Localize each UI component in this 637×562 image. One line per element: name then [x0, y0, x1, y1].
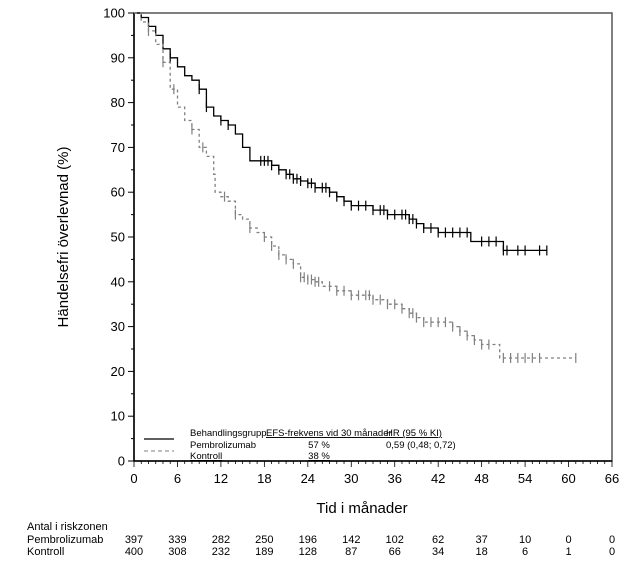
y-tick-label: 50	[111, 230, 125, 245]
risk-value-pembrolizumab: 10	[519, 534, 531, 546]
x-tick-label: 12	[214, 471, 228, 486]
risk-value-kontroll: 87	[345, 546, 357, 558]
legend-header-group: Behandlingsgrupp	[190, 428, 267, 439]
risk-row-label-kontroll: Kontroll	[27, 546, 64, 558]
y-tick-label: 60	[111, 185, 125, 200]
km-curve-pembrolizumab	[134, 12, 547, 252]
x-tick-label: 6	[174, 471, 181, 486]
legend-header-efs: EFS-frekvens vid 30 månader	[266, 428, 392, 439]
y-tick-label: 100	[103, 6, 125, 21]
y-tick-label: 10	[111, 409, 125, 424]
risk-row-label-pembrolizumab: Pembrolizumab	[27, 534, 103, 546]
y-tick-label: 40	[111, 274, 125, 289]
x-axis: 0 6 12 18 24 30 36 42 48 54 60 66	[130, 461, 619, 486]
y-tick-label: 90	[111, 50, 125, 65]
risk-value-pembrolizumab: 102	[386, 534, 404, 546]
risk-value-pembrolizumab: 339	[168, 534, 186, 546]
km-curve-kontroll	[134, 12, 576, 359]
legend-group-pembrolizumab: Pembrolizumab	[190, 440, 256, 451]
plot-border	[133, 12, 613, 462]
risk-table-title: Antal i riskzonen	[27, 521, 108, 533]
plot-frame	[133, 12, 613, 462]
risk-value-pembrolizumab: 397	[125, 534, 143, 546]
risk-value-kontroll: 1	[565, 546, 571, 558]
risk-value-kontroll: 6	[522, 546, 528, 558]
y-tick-label: 20	[111, 364, 125, 379]
risk-value-kontroll: 308	[168, 546, 186, 558]
risk-value-pembrolizumab: 142	[342, 534, 360, 546]
risk-value-pembrolizumab: 282	[212, 534, 230, 546]
risk-value-kontroll: 0	[609, 546, 615, 558]
legend-hr-pembrolizumab: 0,59 (0,48; 0,72)	[386, 440, 456, 451]
risk-value-pembrolizumab: 250	[255, 534, 273, 546]
risk-value-pembrolizumab: 196	[299, 534, 317, 546]
risk-value-kontroll: 18	[476, 546, 488, 558]
risk-table: Antal i riskzonen Pembrolizumab Kontroll…	[27, 521, 615, 558]
y-tick-label: 70	[111, 140, 125, 155]
x-tick-label: 36	[387, 471, 401, 486]
legend-header-hr: HR (95 % KI)	[386, 428, 442, 439]
x-tick-label: 54	[518, 471, 532, 486]
legend-group-kontroll: Kontroll	[190, 451, 222, 462]
x-tick-label: 48	[474, 471, 488, 486]
x-tick-label: 60	[561, 471, 575, 486]
y-axis: 0 10 20 30 40 50 60 70 80 90 100	[103, 6, 134, 469]
legend-efs-kontroll: 38 %	[308, 451, 330, 462]
x-tick-label: 66	[605, 471, 619, 486]
risk-value-kontroll: 232	[212, 546, 230, 558]
risk-value-kontroll: 189	[255, 546, 273, 558]
x-tick-label: 18	[257, 471, 271, 486]
risk-value-pembrolizumab: 0	[609, 534, 615, 546]
y-tick-label: 0	[118, 454, 125, 469]
legend: Behandlingsgrupp EFS-frekvens vid 30 mån…	[144, 428, 456, 462]
risk-value-pembrolizumab: 62	[432, 534, 444, 546]
risk-value-pembrolizumab: 37	[476, 534, 488, 546]
risk-value-kontroll: 400	[125, 546, 143, 558]
y-tick-label: 80	[111, 95, 125, 110]
x-tick-label: 42	[431, 471, 445, 486]
x-tick-label: 30	[344, 471, 358, 486]
x-axis-title: Tid i månader	[316, 500, 407, 517]
risk-value-kontroll: 34	[432, 546, 444, 558]
x-tick-label: 24	[301, 471, 315, 486]
x-tick-label: 0	[130, 471, 137, 486]
y-tick-label: 30	[111, 319, 125, 334]
risk-value-kontroll: 128	[299, 546, 317, 558]
risk-value-kontroll: 66	[389, 546, 401, 558]
y-axis-title: Händelsefri överlevnad (%)	[55, 147, 72, 328]
series-group	[134, 12, 577, 363]
legend-efs-pembrolizumab: 57 %	[308, 440, 330, 451]
risk-value-pembrolizumab: 0	[565, 534, 571, 546]
